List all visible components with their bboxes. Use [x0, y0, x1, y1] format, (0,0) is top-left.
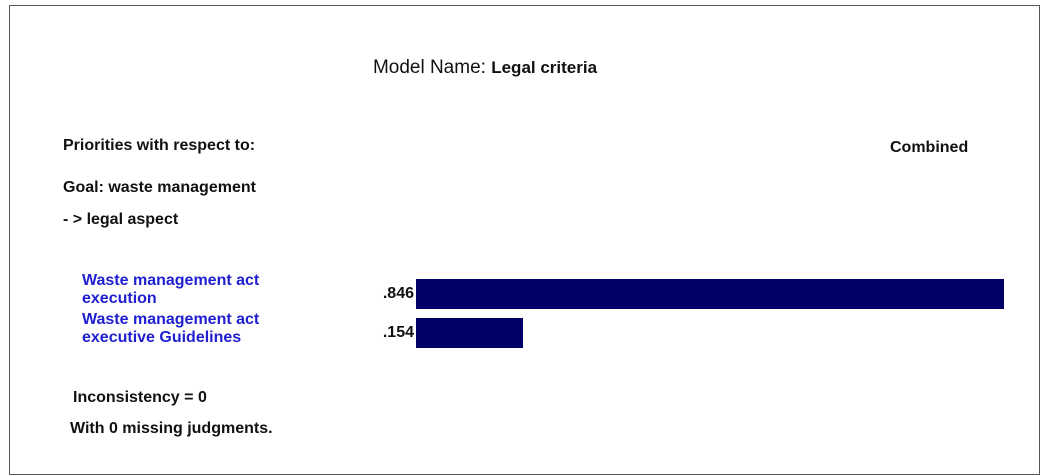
inconsistency: Inconsistency = 0 — [73, 389, 207, 406]
goal: Goal: waste management — [63, 179, 256, 196]
priorities-label: Priorities with respect to: — [63, 137, 256, 154]
bar — [416, 318, 524, 348]
value-label: .154 — [382, 324, 414, 341]
model-name: Legal criteria — [491, 58, 598, 77]
value-label: .846 — [382, 285, 414, 302]
bar — [416, 279, 1004, 309]
combined-label: Combined — [890, 139, 969, 156]
title-label: Model Name: — [372, 57, 486, 78]
title: Model Name: Legal criteria — [0, 58, 970, 77]
category-label: Waste management act executive Guideline… — [82, 311, 260, 346]
missing-judgments: With 0 missing judgments. — [70, 420, 273, 437]
category-label: Waste management act execution — [82, 272, 260, 307]
path: - > legal aspect — [63, 211, 179, 228]
